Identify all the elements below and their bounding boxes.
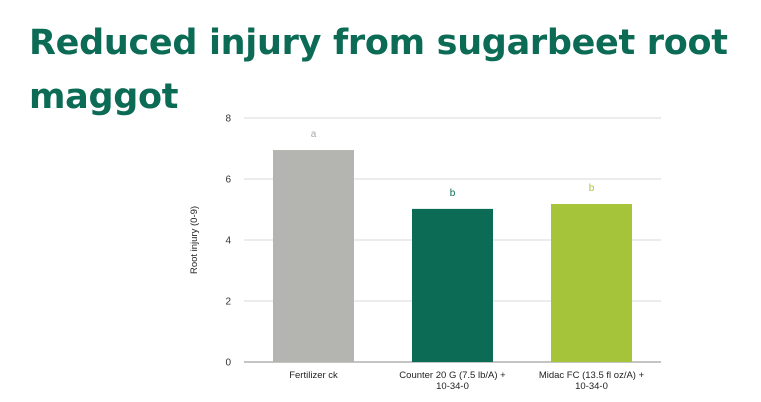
category-label: Counter 20 G (7.5 lb/A) + — [399, 370, 506, 381]
slide-title: Reduced injury from sugarbeet root maggo… — [29, 23, 728, 117]
bar — [551, 204, 632, 362]
y-tick-label: 2 — [225, 297, 231, 308]
bar — [273, 150, 354, 362]
y-tick-label: 6 — [225, 175, 231, 186]
y-tick-label: 0 — [225, 358, 231, 369]
category-label: 10-34-0 — [575, 381, 608, 392]
bar — [412, 208, 493, 362]
x-axis-categories: Fertilizer ck Counter 20 G (7.5 lb/A) +10… — [289, 370, 644, 392]
data-labels: a b b — [311, 129, 595, 199]
bars — [273, 150, 632, 362]
category-label: Fertilizer ck — [289, 370, 338, 381]
y-axis-label: Root injury (0-9) — [189, 206, 200, 274]
category-label: Midac FC (13.5 fl oz/A) + — [539, 370, 645, 381]
category-label: 10-34-0 — [436, 381, 469, 392]
y-tick-label: 8 — [225, 114, 231, 125]
data-label: b — [589, 183, 595, 194]
y-axis-ticks: 0 2 4 6 8 — [225, 114, 231, 369]
data-label: b — [450, 188, 456, 199]
y-tick-label: 4 — [225, 236, 231, 247]
data-label: a — [311, 129, 317, 140]
